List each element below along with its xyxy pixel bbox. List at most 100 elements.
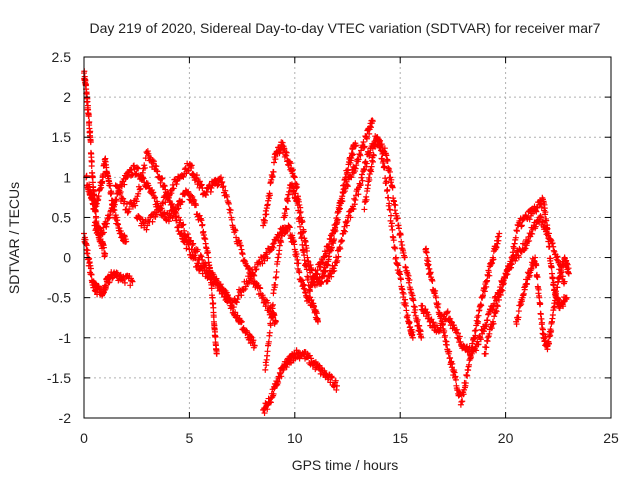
- interpolated-point: [363, 196, 370, 203]
- interpolated-point: [459, 398, 466, 405]
- interpolated-point: [409, 329, 416, 336]
- interpolated-point: [515, 254, 522, 261]
- interpolated-point: [529, 230, 536, 237]
- interpolated-point: [291, 241, 298, 248]
- interpolated-point: [202, 262, 209, 269]
- interpolated-point: [361, 166, 368, 173]
- data-point: [218, 174, 225, 181]
- interpolated-point: [188, 192, 195, 199]
- interpolated-point: [334, 209, 341, 216]
- interpolated-point: [310, 279, 317, 286]
- interpolated-point: [194, 246, 201, 253]
- interpolated-point: [279, 232, 286, 239]
- interpolated-point: [344, 182, 351, 189]
- interpolated-point: [514, 228, 521, 235]
- interpolated-point: [295, 207, 302, 214]
- interpolated-point: [132, 202, 139, 209]
- interpolated-point: [554, 284, 561, 291]
- interpolated-point: [215, 181, 222, 188]
- interpolated-point: [406, 319, 413, 326]
- interpolated-point: [363, 163, 370, 170]
- interpolated-point: [447, 315, 454, 322]
- interpolated-point: [130, 162, 137, 169]
- interpolated-point: [324, 278, 331, 285]
- interpolated-point: [269, 241, 276, 248]
- interpolated-point: [518, 222, 525, 229]
- interpolated-point: [538, 315, 545, 322]
- interpolated-point: [233, 234, 240, 241]
- interpolated-point: [337, 245, 344, 252]
- interpolated-point: [391, 201, 398, 208]
- interpolated-point: [276, 150, 283, 157]
- interpolated-point: [317, 263, 324, 270]
- interpolated-point: [261, 257, 268, 264]
- interpolated-point: [353, 162, 360, 169]
- interpolated-point: [128, 167, 135, 174]
- interpolated-point: [490, 303, 497, 310]
- interpolated-point: [289, 166, 296, 173]
- y-tick-label: 1: [63, 169, 71, 185]
- interpolated-point: [348, 174, 355, 181]
- interpolated-point: [542, 209, 549, 216]
- interpolated-point: [111, 201, 118, 208]
- interpolated-point: [100, 229, 107, 236]
- interpolated-point: [159, 175, 166, 182]
- interpolated-point: [410, 297, 417, 304]
- interpolated-point: [246, 277, 253, 284]
- data-point: [563, 294, 570, 301]
- interpolated-point: [504, 271, 511, 278]
- interpolated-point: [116, 225, 123, 232]
- interpolated-point: [91, 208, 98, 215]
- interpolated-point: [501, 275, 508, 282]
- interpolated-point: [444, 309, 451, 316]
- interpolated-point: [278, 373, 285, 380]
- interpolated-point: [553, 256, 560, 263]
- interpolated-point: [175, 205, 182, 212]
- interpolated-point: [298, 234, 305, 241]
- data-point: [369, 118, 376, 125]
- interpolated-point: [425, 311, 432, 318]
- interpolated-point: [430, 319, 437, 326]
- interpolated-point: [166, 197, 173, 204]
- interpolated-point: [291, 187, 298, 194]
- interpolated-point: [328, 273, 335, 280]
- interpolated-point: [340, 189, 347, 196]
- interpolated-point: [270, 390, 277, 397]
- interpolated-point: [264, 348, 271, 355]
- interpolated-point: [297, 229, 304, 236]
- interpolated-point: [230, 304, 237, 311]
- interpolated-point: [170, 203, 177, 210]
- interpolated-point: [257, 285, 264, 292]
- interpolated-point: [272, 156, 279, 163]
- interpolated-point: [197, 252, 204, 259]
- interpolated-point: [100, 224, 107, 231]
- interpolated-point: [558, 269, 565, 276]
- data-point: [536, 294, 543, 301]
- interpolated-point: [451, 369, 458, 376]
- interpolated-point: [193, 175, 200, 182]
- interpolated-point: [239, 251, 246, 258]
- interpolated-point: [95, 193, 102, 200]
- series-sat-track-13: [422, 230, 503, 408]
- interpolated-point: [245, 264, 252, 271]
- data-point: [213, 350, 220, 357]
- interpolated-point: [486, 272, 493, 279]
- interpolated-point: [528, 265, 535, 272]
- interpolated-point: [485, 334, 492, 341]
- interpolated-point: [127, 282, 134, 289]
- interpolated-point: [546, 243, 553, 250]
- series-sat-track-2: [81, 230, 136, 299]
- interpolated-point: [282, 212, 289, 219]
- interpolated-point: [484, 317, 491, 324]
- interpolated-point: [554, 253, 561, 260]
- x-tick-label: 0: [80, 430, 88, 446]
- interpolated-point: [475, 341, 482, 348]
- interpolated-point: [358, 174, 365, 181]
- interpolated-point: [404, 312, 411, 319]
- interpolated-point: [266, 329, 273, 336]
- interpolated-point: [296, 269, 303, 276]
- interpolated-point: [392, 245, 399, 252]
- interpolated-point: [472, 332, 479, 339]
- interpolated-point: [93, 200, 100, 207]
